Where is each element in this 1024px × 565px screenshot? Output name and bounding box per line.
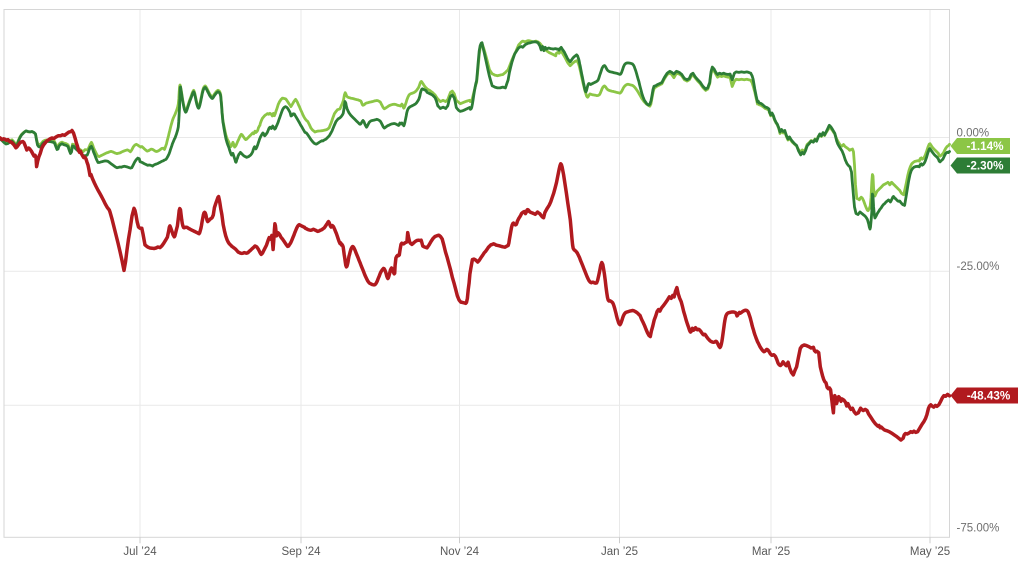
svg-text:0.00%: 0.00% — [957, 127, 990, 139]
svg-text:Sep ’24: Sep ’24 — [281, 546, 321, 558]
svg-text:Jan ’25: Jan ’25 — [601, 546, 638, 558]
svg-text:-2.30%: -2.30% — [966, 160, 1004, 173]
svg-text:-1.14%: -1.14% — [966, 140, 1004, 153]
svg-text:-48.43%: -48.43% — [967, 390, 1011, 403]
svg-text:Jul ’24: Jul ’24 — [123, 546, 157, 558]
svg-text:Nov ’24: Nov ’24 — [440, 546, 480, 558]
svg-text:May ’25: May ’25 — [910, 546, 950, 558]
svg-text:-25.00%: -25.00% — [957, 261, 1000, 273]
svg-text:-75.00%: -75.00% — [957, 523, 1000, 535]
svg-text:Mar ’25: Mar ’25 — [752, 546, 790, 558]
